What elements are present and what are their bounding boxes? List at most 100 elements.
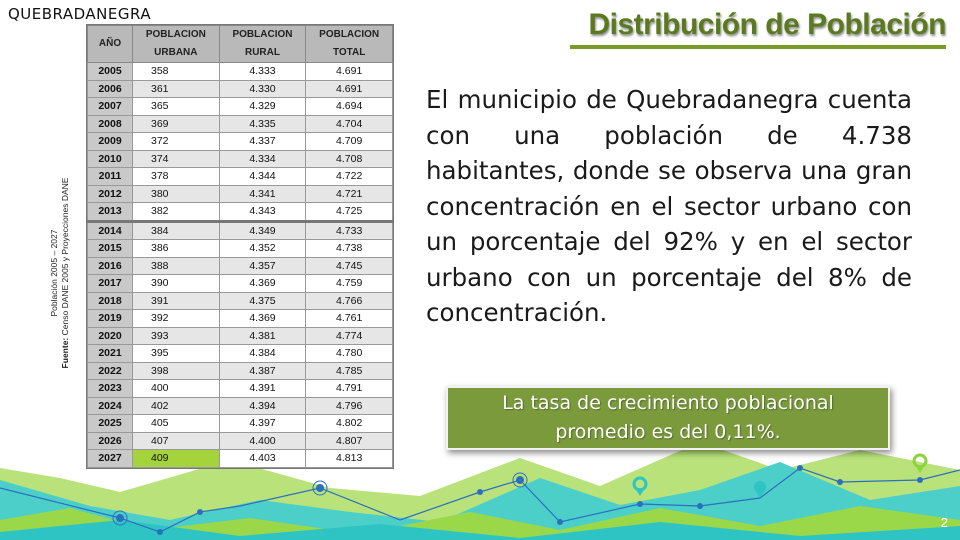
rural-cell: 4.334 <box>218 149 307 168</box>
map-pin-icon <box>754 481 766 498</box>
year-cell: 2016 <box>87 256 133 275</box>
graph-node <box>837 479 843 485</box>
table-body: 2005 358 4.333 4.691 2006 361 4.330 4.691 2007 36… <box>87 62 393 468</box>
rural-cell: 4.394 <box>218 396 307 415</box>
header-year: AÑO <box>87 25 133 63</box>
rural-cell: 4.337 <box>218 132 307 151</box>
year-cell: 2019 <box>87 309 133 328</box>
total-cell: 4.708 <box>305 149 393 168</box>
year-cell: 2027 <box>87 449 133 468</box>
urban-cell: 392 <box>132 309 220 328</box>
table-row: 2007 365 4.329 4.694 <box>87 97 393 116</box>
total-cell: 4.738 <box>305 239 393 258</box>
table-row: 2013 382 4.343 4.725 <box>87 202 393 222</box>
total-cell: 4.745 <box>305 256 393 275</box>
urban-cell: 391 <box>132 291 220 310</box>
rural-cell: 4.375 <box>218 291 307 310</box>
total-cell: 4.721 <box>305 184 393 203</box>
rural-cell: 4.343 <box>218 202 307 222</box>
year-cell: 2018 <box>87 291 133 310</box>
rural-cell: 4.330 <box>218 79 307 98</box>
urban-cell: 388 <box>132 256 220 275</box>
rural-cell: 4.344 <box>218 167 307 186</box>
source-line1: Población 2005 – 2027 <box>49 229 59 317</box>
year-cell: 2008 <box>87 114 133 133</box>
table-row: 2014 384 4.349 4.733 <box>87 219 393 240</box>
urban-cell: 380 <box>132 184 220 203</box>
urban-cell: 384 <box>132 219 220 240</box>
table-row: 2025 405 4.397 4.802 <box>87 414 393 433</box>
source-line2: Censo DANE 2005 y Proyecciones DANE <box>60 177 70 336</box>
total-cell: 4.694 <box>305 97 393 116</box>
urban-cell: 369 <box>132 114 220 133</box>
urban-cell: 409 <box>132 449 220 468</box>
population-table: AÑO POBLACION URBANA POBLACION RURAL POBLA… <box>86 24 394 469</box>
urban-cell: 372 <box>132 132 220 151</box>
year-cell: 2017 <box>87 274 133 293</box>
year-cell: 2021 <box>87 344 133 363</box>
rural-cell: 4.352 <box>218 239 307 258</box>
table-row: 2016 388 4.357 4.745 <box>87 256 393 275</box>
table-row: 2015 386 4.352 4.738 <box>87 239 393 258</box>
rural-cell: 4.397 <box>218 414 307 433</box>
urban-cell: 405 <box>132 414 220 433</box>
total-cell: 4.722 <box>305 167 393 186</box>
table-row: 2026 407 4.400 4.807 <box>87 431 393 450</box>
table-row: 2005 358 4.333 4.691 <box>87 62 393 81</box>
callout-text: La tasa de crecimiento poblacional prome… <box>502 392 834 443</box>
year-cell: 2020 <box>87 326 133 345</box>
rural-cell: 4.391 <box>218 379 307 398</box>
page-number: 2 <box>940 515 948 530</box>
total-cell: 4.780 <box>305 344 393 363</box>
urban-cell: 365 <box>132 97 220 116</box>
table-row: 2023 400 4.391 4.791 <box>87 379 393 398</box>
table-row: 2008 369 4.335 4.704 <box>87 114 393 133</box>
total-cell: 4.761 <box>305 309 393 328</box>
year-cell: 2005 <box>87 62 133 81</box>
rural-cell: 4.387 <box>218 361 307 380</box>
map-pin-icon <box>632 476 648 496</box>
urban-cell: 395 <box>132 344 220 363</box>
urban-cell: 400 <box>132 379 220 398</box>
title-underline <box>570 45 946 49</box>
rural-cell: 4.369 <box>218 309 307 328</box>
graph-node <box>477 489 483 495</box>
description-paragraph: El municipio de Quebradanegra cuenta con… <box>426 85 912 327</box>
year-cell: 2026 <box>87 431 133 450</box>
urban-cell: 407 <box>132 431 220 450</box>
teal-mountain-front <box>0 520 960 540</box>
header-total: POBLACION TOTAL <box>305 25 393 63</box>
year-cell: 2007 <box>87 97 133 116</box>
total-cell: 4.691 <box>305 79 393 98</box>
graph-node <box>516 476 524 484</box>
source-note: Población 2005 – 2027 Fuente: Censo DANE… <box>40 168 80 378</box>
table-row: 2009 372 4.337 4.709 <box>87 132 393 151</box>
table-row: 2020 393 4.381 4.774 <box>87 326 393 345</box>
graph-node <box>197 509 203 515</box>
table-row: 2011 378 4.344 4.722 <box>87 167 393 186</box>
year-cell: 2009 <box>87 132 133 151</box>
year-cell: 2022 <box>87 361 133 380</box>
map-pin-icon <box>912 453 928 473</box>
total-cell: 4.796 <box>305 396 393 415</box>
graph-node <box>637 501 643 507</box>
rural-cell: 4.349 <box>218 219 307 240</box>
urban-cell: 378 <box>132 167 220 186</box>
total-cell: 4.709 <box>305 132 393 151</box>
year-cell: 2006 <box>87 79 133 98</box>
year-cell: 2024 <box>87 396 133 415</box>
graph-node <box>157 529 163 535</box>
graph-node-ring <box>312 480 328 496</box>
rural-cell: 4.369 <box>218 274 307 293</box>
year-cell: 2025 <box>87 414 133 433</box>
year-cell: 2012 <box>87 184 133 203</box>
rural-cell: 4.329 <box>218 97 307 116</box>
table-row: 2012 380 4.341 4.721 <box>87 184 393 203</box>
total-cell: 4.691 <box>305 62 393 81</box>
urban-cell: 390 <box>132 274 220 293</box>
rural-cell: 4.357 <box>218 256 307 275</box>
total-cell: 4.785 <box>305 361 393 380</box>
urban-cell: 361 <box>132 79 220 98</box>
rural-cell: 4.381 <box>218 326 307 345</box>
year-cell: 2014 <box>87 219 133 240</box>
